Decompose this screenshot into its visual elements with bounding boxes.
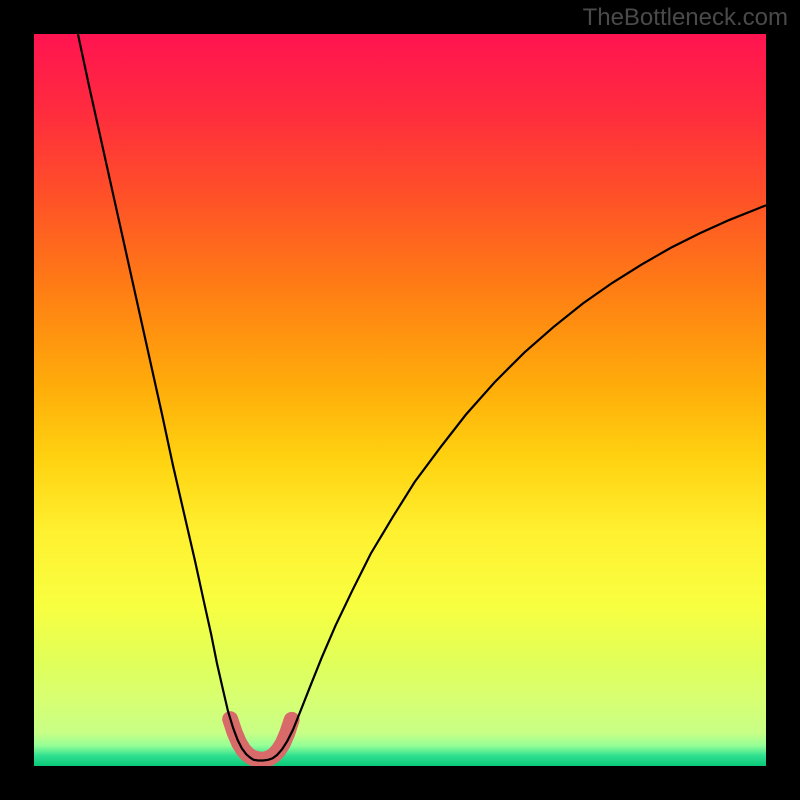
watermark-text: TheBottleneck.com (583, 4, 788, 32)
plot-area (34, 34, 766, 766)
gradient-background (34, 34, 766, 766)
bottleneck-chart (34, 34, 766, 766)
plot-frame (0, 0, 800, 800)
